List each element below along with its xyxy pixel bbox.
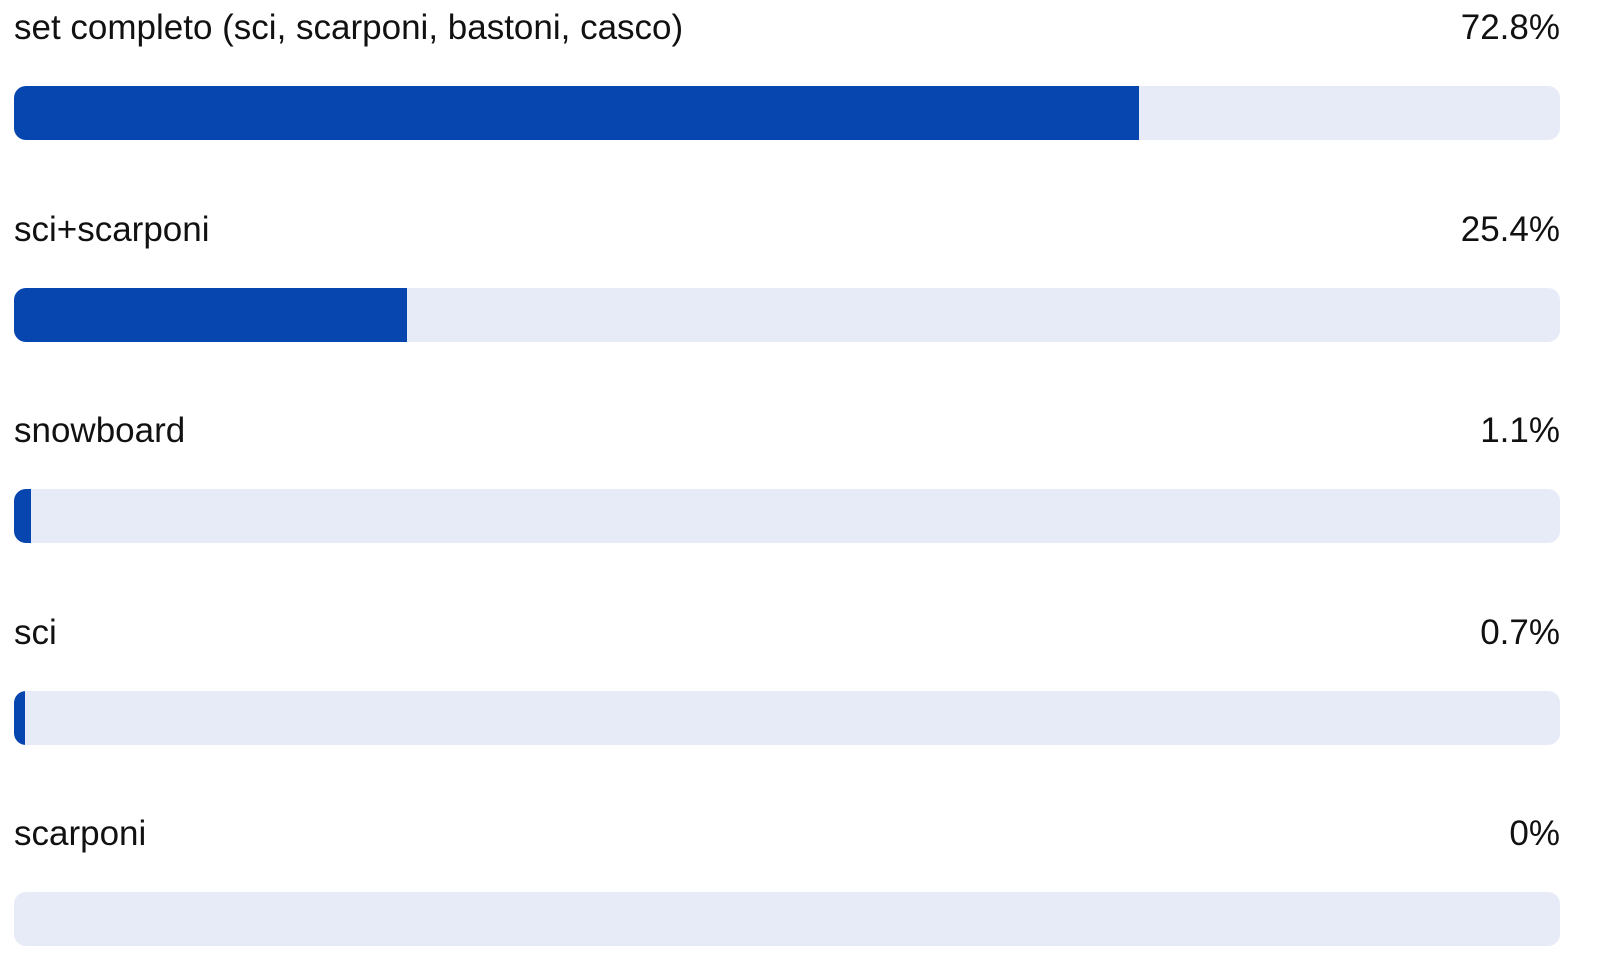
progress-bar-fill bbox=[14, 690, 25, 745]
result-row-header: sci+scarponi 25.4% bbox=[14, 206, 1560, 254]
result-row: scarponi 0% bbox=[14, 806, 1560, 956]
result-row-header: scarponi 0% bbox=[14, 810, 1560, 858]
result-row: sci 0.7% bbox=[14, 605, 1560, 755]
result-row: set completo (sci, scarponi, bastoni, ca… bbox=[14, 0, 1560, 150]
option-label: sci+scarponi bbox=[14, 209, 210, 249]
progress-bar-track bbox=[14, 690, 1560, 745]
result-row-header: set completo (sci, scarponi, bastoni, ca… bbox=[14, 4, 1560, 52]
option-label: set completo (sci, scarponi, bastoni, ca… bbox=[14, 8, 684, 47]
option-percentage: 0.7% bbox=[1480, 612, 1560, 652]
option-label: sci bbox=[14, 612, 57, 652]
option-percentage: 25.4% bbox=[1460, 209, 1560, 249]
progress-bar-track bbox=[14, 489, 1560, 543]
progress-bar-track bbox=[14, 86, 1560, 140]
option-percentage: 0% bbox=[1509, 814, 1560, 853]
result-row-header: sci 0.7% bbox=[14, 609, 1560, 657]
progress-bar-track bbox=[14, 287, 1560, 342]
option-percentage: 1.1% bbox=[1480, 411, 1560, 450]
option-percentage: 72.8% bbox=[1460, 8, 1560, 47]
progress-bar-track bbox=[14, 892, 1560, 946]
progress-bar-fill bbox=[14, 287, 407, 342]
result-row-header: snowboard 1.1% bbox=[14, 407, 1560, 455]
option-label: snowboard bbox=[14, 411, 186, 450]
progress-bar-fill bbox=[14, 86, 1140, 140]
progress-bar-fill bbox=[14, 489, 31, 543]
poll-results-chart: set completo (sci, scarponi, bastoni, ca… bbox=[14, 0, 1560, 962]
result-row: snowboard 1.1% bbox=[14, 403, 1560, 553]
option-label: scarponi bbox=[14, 814, 147, 853]
result-row: sci+scarponi 25.4% bbox=[14, 202, 1560, 352]
